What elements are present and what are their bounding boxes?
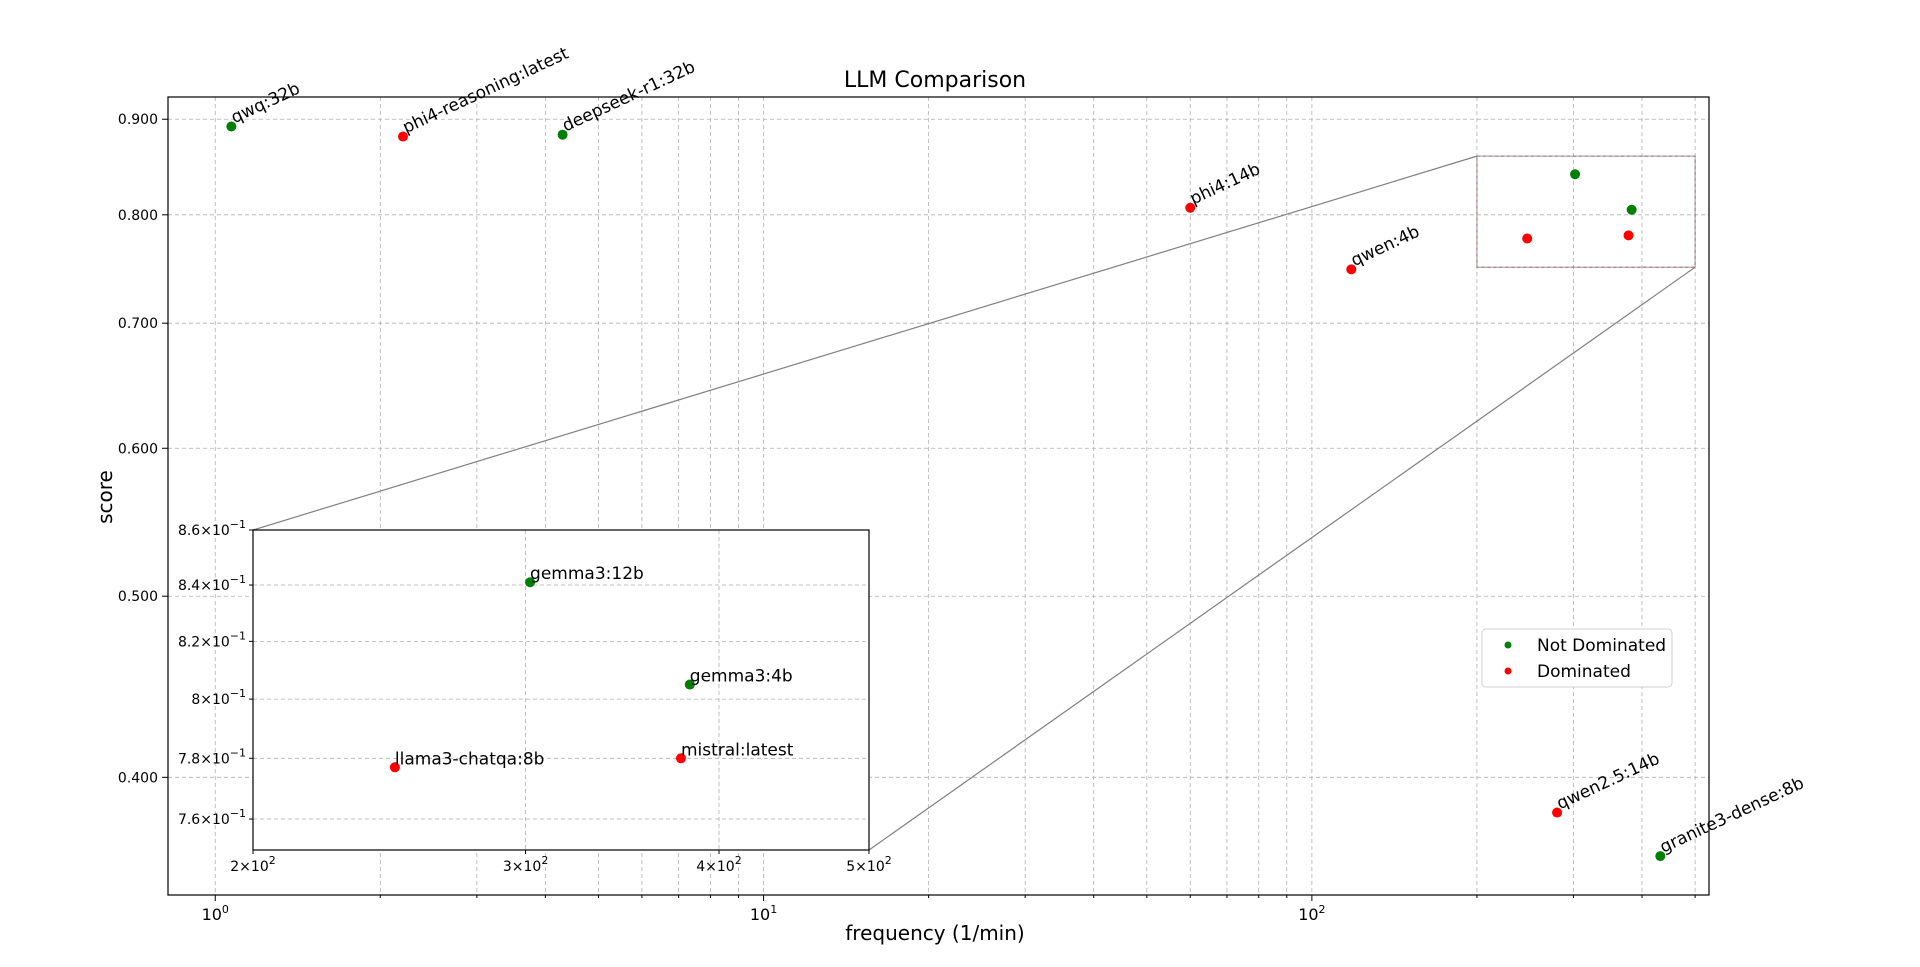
inset-point-label: gemma3:4b	[690, 667, 793, 687]
point-label: qwen2.5:14b	[1554, 749, 1663, 814]
inset-x-tick-label: 5×102	[846, 854, 891, 875]
legend: Not Dominated Dominated	[1481, 628, 1673, 688]
inset-frame	[252, 529, 870, 851]
legend-label: Not Dominated	[1537, 636, 1666, 656]
point-label: granite3-dense:8b	[1657, 773, 1807, 857]
legend-marker	[1504, 667, 1512, 675]
inset-point-label: mistral:latest	[681, 740, 794, 760]
legend-marker	[1504, 641, 1512, 649]
zoom-connector-line	[868, 266, 1696, 851]
inset-data-point	[675, 753, 686, 764]
inset-points: gemma3:12b gemma3:4b llama3-chatqa:8b mistr…	[389, 564, 794, 773]
data-point	[1346, 264, 1357, 275]
chart-title: LLM Comparison	[844, 68, 1026, 93]
inset-y-tick-label: 8.2×10−1	[178, 629, 246, 650]
data-point	[1552, 807, 1563, 818]
legend-box	[1481, 628, 1673, 688]
inset-data-point	[684, 679, 695, 690]
inset-background	[253, 530, 869, 850]
inset-x-tick-label: 4×102	[696, 854, 741, 875]
y-tick-label: 0.400	[118, 770, 158, 786]
zoom-region-box	[1476, 155, 1696, 268]
inset-y-tick-label: 8.6×10−1	[178, 518, 246, 539]
zoom-region-box-outline	[1476, 155, 1696, 268]
data-point	[1655, 851, 1666, 862]
inset-data-point	[389, 762, 400, 773]
x-tick-label: 100	[202, 903, 229, 924]
data-point	[226, 121, 237, 132]
point-label: qwen:4b	[1348, 222, 1423, 271]
y-tick-label: 0.500	[118, 589, 158, 605]
point-label: qwq:32b	[228, 79, 303, 128]
inset-point-label: gemma3:12b	[530, 564, 644, 584]
data-point	[557, 129, 568, 140]
data-point	[1626, 204, 1637, 215]
zoom-connector-line	[252, 155, 1478, 531]
y-axis-label: score	[93, 470, 117, 524]
main-grid	[168, 97, 1709, 895]
inset-panel	[253, 530, 869, 850]
inset-y-tick-label: 8×10−1	[191, 687, 246, 708]
inset-y-tick-label: 8.4×10−1	[178, 573, 246, 594]
inset-y-tick-label: 7.6×10−1	[178, 807, 246, 828]
inset-point-label: llama3-chatqa:8b	[395, 749, 545, 769]
inset-x-tick-label: 3×102	[503, 854, 548, 875]
data-point	[1185, 202, 1196, 213]
inset-x-tick-label: 2×102	[230, 854, 275, 875]
zoom-connector-lines	[252, 155, 1696, 851]
data-point	[1570, 169, 1581, 180]
legend-label: Dominated	[1537, 662, 1631, 682]
x-tick-label: 102	[1298, 903, 1325, 924]
inset-data-point	[525, 577, 536, 588]
y-tick-label: 0.600	[118, 441, 158, 457]
tick-labels: 100 101 102 0.900 0.800 0.700 0.600 0.500 0.400 2…	[118, 112, 1696, 924]
axes	[167, 96, 1710, 896]
point-label: phi4-reasoning:latest	[400, 44, 572, 139]
x-axis-label: frequency (1/min)	[845, 921, 1024, 945]
y-tick-label: 0.700	[118, 316, 158, 332]
main-plot-frame	[167, 96, 1710, 896]
data-point	[1522, 233, 1533, 244]
point-label: phi4:14b	[1187, 159, 1264, 209]
x-tick-label: 101	[750, 903, 777, 924]
data-point	[1623, 230, 1634, 241]
y-tick-label: 0.800	[118, 208, 158, 224]
data-point	[398, 131, 409, 142]
y-tick-label: 0.900	[118, 112, 158, 128]
inset-y-tick-label: 7.8×10−1	[178, 746, 246, 767]
